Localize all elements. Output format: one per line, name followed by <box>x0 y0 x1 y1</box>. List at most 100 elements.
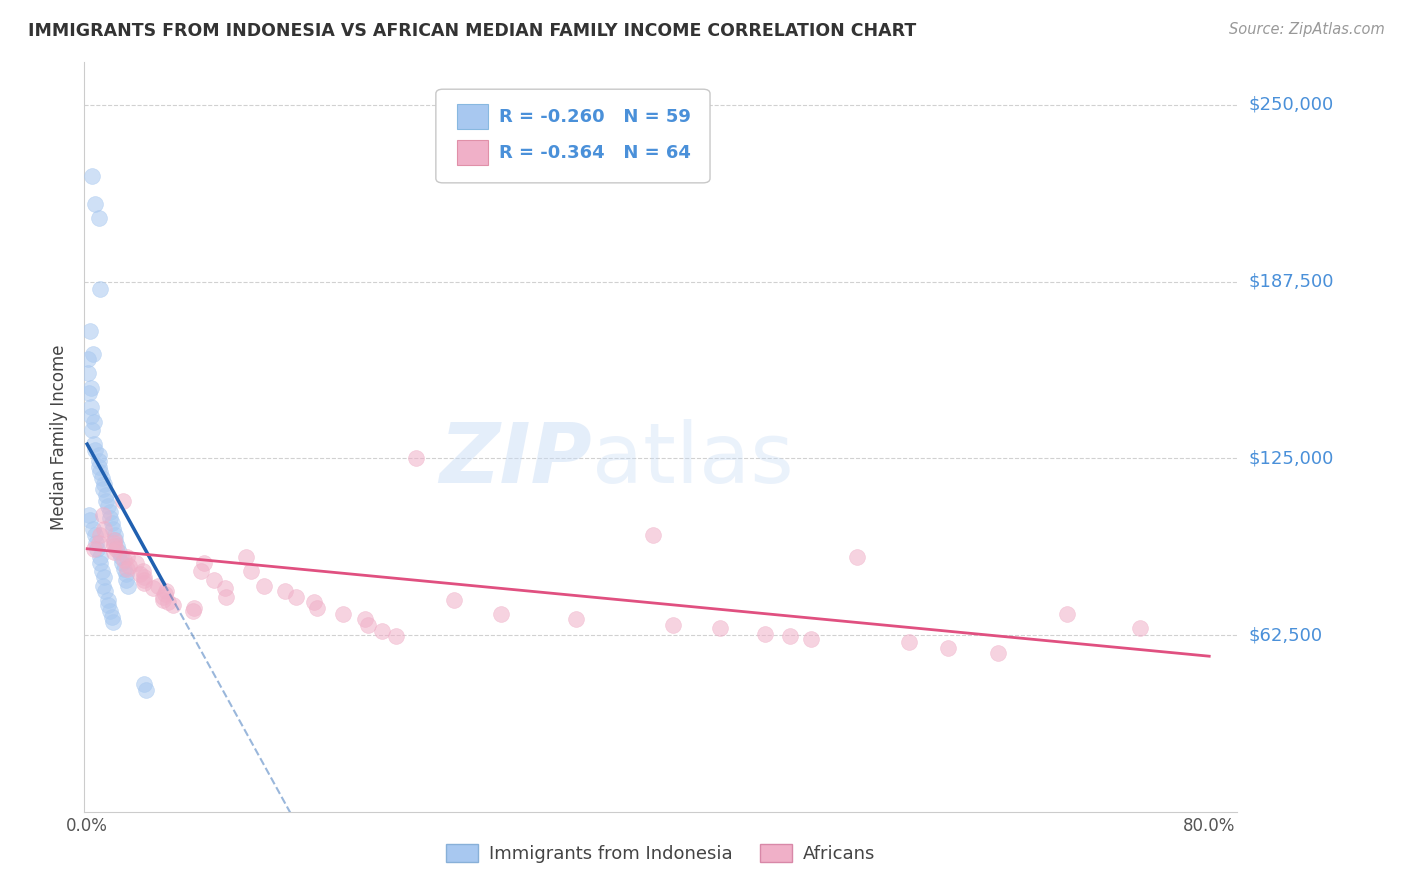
Point <box>103 522 125 536</box>
Point <box>89 466 111 480</box>
Point <box>89 550 111 565</box>
Point <box>89 527 111 541</box>
Point <box>84 536 107 550</box>
Point <box>83 415 105 429</box>
Point <box>87 536 110 550</box>
Point <box>97 599 120 613</box>
Point <box>157 595 180 609</box>
Legend: Immigrants from Indonesia, Africans: Immigrants from Indonesia, Africans <box>439 837 883 870</box>
Point <box>754 626 776 640</box>
Point <box>1129 621 1152 635</box>
Point <box>82 423 104 437</box>
Point <box>307 601 329 615</box>
Point <box>117 561 139 575</box>
Point <box>202 573 225 587</box>
Point <box>101 516 124 531</box>
Point <box>153 587 176 601</box>
Text: $125,000: $125,000 <box>1249 450 1334 467</box>
Point <box>77 367 100 381</box>
Point <box>662 618 685 632</box>
Point <box>129 567 152 582</box>
Point <box>93 476 115 491</box>
Point <box>371 624 394 638</box>
Point <box>215 590 238 604</box>
Point <box>353 612 375 626</box>
Point <box>97 500 120 514</box>
Point <box>87 211 110 225</box>
Point <box>100 609 122 624</box>
Point <box>112 553 135 567</box>
Point <box>489 607 512 621</box>
Point <box>103 533 125 548</box>
Point <box>332 607 354 621</box>
Point <box>800 632 823 647</box>
Point <box>104 541 127 556</box>
Point <box>779 629 801 643</box>
Point <box>76 352 98 367</box>
Point <box>86 541 108 556</box>
Point <box>304 595 326 609</box>
Text: $250,000: $250,000 <box>1249 95 1334 114</box>
Point <box>80 409 103 423</box>
Point <box>104 533 127 548</box>
Point <box>114 567 136 582</box>
Point <box>214 582 236 596</box>
Point <box>90 471 112 485</box>
Point <box>89 282 111 296</box>
Point <box>135 683 157 698</box>
Point <box>253 578 276 592</box>
Point <box>1056 607 1078 621</box>
Point <box>385 629 408 643</box>
Point <box>118 558 141 573</box>
Point <box>82 522 104 536</box>
Text: $187,500: $187,500 <box>1249 273 1334 291</box>
Point <box>87 459 110 474</box>
Point <box>89 556 111 570</box>
Point <box>117 578 139 592</box>
Point <box>79 324 101 338</box>
Point <box>132 573 155 587</box>
Point <box>134 570 156 584</box>
Point <box>87 449 110 463</box>
Point <box>79 508 101 522</box>
Text: ZIP: ZIP <box>439 419 592 500</box>
Point <box>80 401 103 415</box>
Point <box>155 584 177 599</box>
Point <box>162 599 184 613</box>
Point <box>98 510 121 524</box>
Point <box>90 565 112 579</box>
Point <box>235 550 257 565</box>
Point <box>114 573 136 587</box>
Point <box>134 677 156 691</box>
Point <box>132 575 155 590</box>
Text: $62,500: $62,500 <box>1249 626 1323 644</box>
Point <box>104 527 127 541</box>
Point <box>124 556 146 570</box>
Point <box>91 578 114 592</box>
Point <box>193 556 215 570</box>
Point <box>105 539 128 553</box>
Point <box>83 437 105 451</box>
Point <box>152 590 174 604</box>
Point <box>108 544 131 558</box>
Point <box>148 578 170 592</box>
Point <box>83 527 105 541</box>
Point <box>112 561 135 575</box>
Point <box>96 488 118 502</box>
Point <box>709 621 731 635</box>
Point <box>936 640 959 655</box>
Point <box>356 618 378 632</box>
Point <box>110 550 132 565</box>
Point <box>643 527 665 541</box>
Point <box>83 541 105 556</box>
Point <box>443 592 465 607</box>
Point <box>98 604 121 618</box>
Point <box>93 522 115 536</box>
Point <box>83 196 105 211</box>
Point <box>142 582 165 596</box>
Point <box>274 584 297 599</box>
Point <box>91 483 114 497</box>
Point <box>103 539 125 553</box>
Point <box>80 381 103 395</box>
Point <box>101 615 124 630</box>
